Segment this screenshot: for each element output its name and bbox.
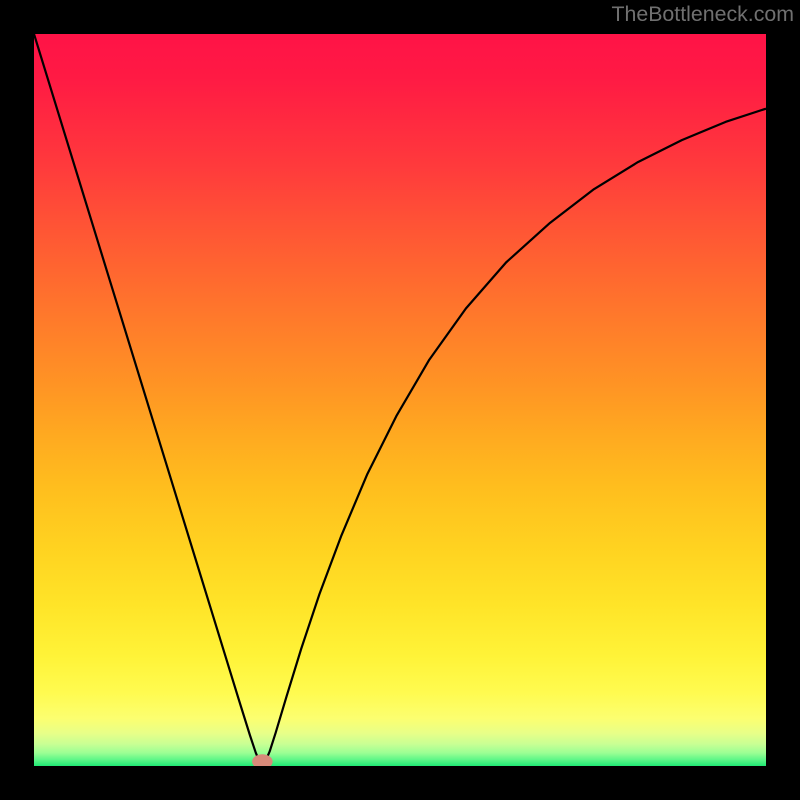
watermark-text: TheBottleneck.com xyxy=(611,2,794,27)
plot-background xyxy=(34,34,766,766)
image-container: TheBottleneck.com xyxy=(0,0,800,800)
plot-area xyxy=(34,34,766,766)
plot-svg xyxy=(34,34,766,766)
